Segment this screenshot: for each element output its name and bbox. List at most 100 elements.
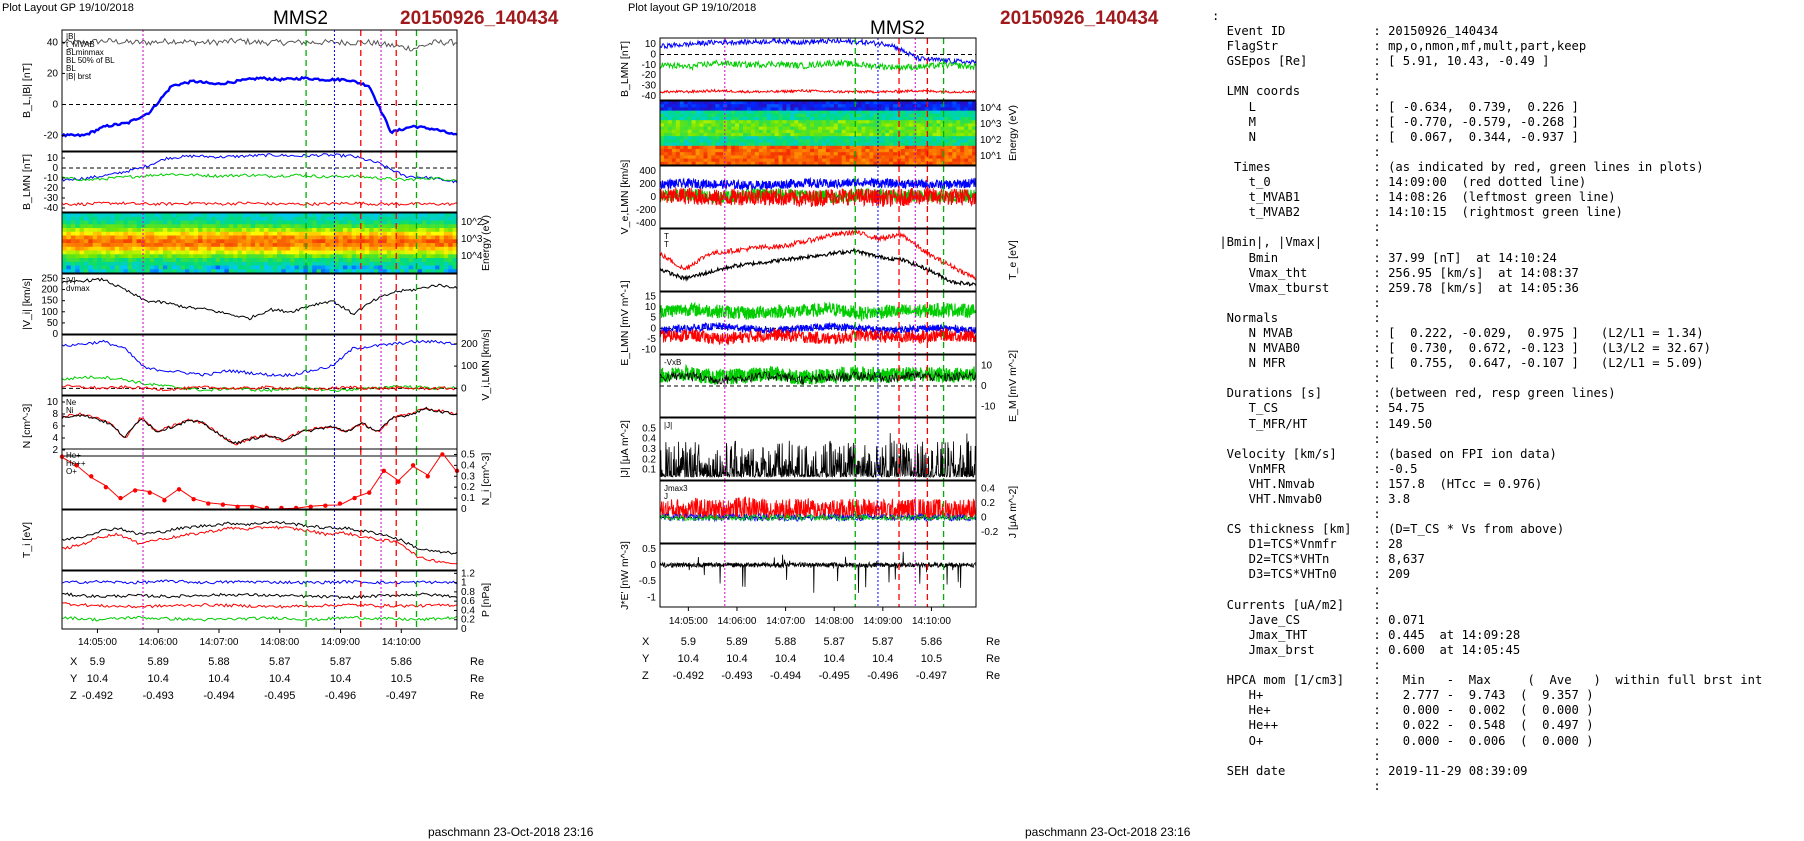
spectrogram-cell: [386, 231, 392, 237]
spectrogram-cell: [691, 123, 697, 128]
spectrogram-cell: [956, 155, 961, 160]
spectrogram-cell: [818, 117, 823, 121]
spectrogram-cell: [881, 120, 886, 124]
spectrogram-cell: [391, 265, 397, 270]
spectrogram-cell: [972, 129, 977, 134]
spectrogram-cell: [97, 216, 103, 222]
spectrogram-cell: [399, 216, 405, 222]
spectrogram-cell: [893, 123, 898, 128]
spectrogram-cell: [246, 216, 252, 222]
spectrogram-cell: [711, 110, 716, 115]
ephemeris-value: 5.89: [726, 636, 747, 648]
series-vxb: [659, 370, 977, 385]
spectrogram-cell: [171, 258, 177, 263]
spectrogram-cell: [132, 239, 138, 244]
spectrogram-cell: [97, 213, 103, 218]
spectrogram-cell: [893, 155, 898, 160]
spectrogram-cell: [329, 239, 335, 244]
spectrogram-cell: [822, 152, 827, 156]
spectrogram-cell: [687, 113, 693, 118]
y-axis-label: V_e,LMN [km/s]: [620, 160, 631, 235]
spectrogram-cell: [881, 110, 886, 115]
spectrogram-cell: [334, 265, 340, 270]
spectrogram-cell: [404, 246, 410, 252]
spectrogram-cell: [916, 113, 922, 118]
spectrogram-cell: [417, 239, 423, 244]
spectrogram-cell: [814, 133, 819, 137]
spectrogram-cell: [176, 213, 182, 218]
spectrogram-cell: [360, 246, 366, 252]
spectrogram-cell: [743, 133, 748, 137]
spectrogram-cell: [452, 220, 458, 225]
spectrogram-cell: [901, 117, 906, 121]
spectrogram-cell: [154, 231, 160, 237]
spectrogram-cell: [683, 104, 689, 108]
spectrogram-cell: [711, 104, 716, 108]
ephemeris-unit: Re: [986, 670, 1000, 682]
spectrogram-cell: [841, 161, 847, 166]
spectrogram-cell: [802, 101, 807, 105]
spectrogram-cell: [180, 269, 186, 274]
spectrogram-cell: [711, 129, 716, 134]
spectrogram-cell: [944, 107, 949, 112]
spectrogram-cell: [814, 123, 819, 128]
spectrogram-cell: [802, 129, 807, 134]
spectrogram-cell: [916, 145, 922, 150]
spectrogram-cell: [255, 246, 261, 252]
spectrogram-cell: [237, 235, 243, 240]
spectrogram-cell: [865, 123, 870, 128]
spectrogram-cell: [727, 129, 732, 134]
spectrogram-cell: [426, 216, 432, 222]
y-tick-label: -10: [44, 173, 59, 184]
spectrogram-cell: [877, 120, 882, 124]
spectrogram-cell: [439, 258, 445, 263]
spectrogram-cell: [198, 228, 204, 233]
spectrogram-cell: [802, 145, 807, 150]
spectrogram-cell: [699, 155, 704, 160]
spectrogram-cell: [810, 107, 815, 112]
spectrogram-cell: [861, 139, 866, 144]
spectrogram-cell: [754, 126, 760, 131]
spectrogram-cell: [110, 261, 116, 267]
spectrogram-cell: [119, 228, 125, 233]
spectrogram-cell: [841, 110, 847, 115]
spectrogram-cell: [683, 117, 689, 121]
spectrogram-cell: [198, 216, 204, 222]
spectrogram-cell: [237, 224, 243, 229]
spectrogram-cell: [312, 258, 318, 263]
spectrogram-cell: [928, 149, 934, 153]
spectrogram-cell: [272, 213, 278, 218]
spectrogram-cell: [329, 246, 335, 252]
spectrogram-cell: [829, 149, 835, 153]
spectrogram-cell: [329, 243, 335, 248]
spectrogram-cell: [679, 120, 685, 124]
spectrogram-cell: [940, 142, 945, 147]
spectrogram-cell: [675, 155, 681, 160]
spectrogram-cell: [399, 228, 405, 233]
spectrogram-cell: [964, 101, 969, 105]
he-plus-plus-point: [381, 468, 387, 474]
spectrogram-cell: [206, 246, 212, 252]
spectrogram-cell: [774, 139, 780, 144]
spectrogram-cell: [739, 158, 744, 163]
spectrogram-cell: [119, 246, 125, 252]
spectrogram-cell: [141, 258, 146, 263]
spectrogram-cell: [703, 161, 708, 166]
spectrogram-cell: [123, 254, 129, 259]
spectrogram-cell: [83, 216, 89, 222]
spectrogram-cell: [774, 120, 780, 124]
spectrogram-cell: [877, 113, 882, 118]
spectrogram-cell: [770, 136, 776, 140]
spectrogram-cell: [127, 228, 133, 233]
spectrogram-cell: [660, 139, 665, 144]
spectrogram-cell: [877, 155, 882, 160]
spectrogram-cell: [908, 123, 914, 128]
legend-entry: He++: [66, 459, 86, 468]
spectrogram-cell: [964, 142, 969, 147]
spectrogram-cell: [189, 258, 195, 263]
spectrogram-cell: [869, 123, 874, 128]
spectrogram-cell: [952, 110, 957, 115]
spectrogram-cell: [452, 265, 458, 270]
spectrogram-cell: [303, 258, 309, 263]
spectrogram-cell: [189, 213, 195, 218]
